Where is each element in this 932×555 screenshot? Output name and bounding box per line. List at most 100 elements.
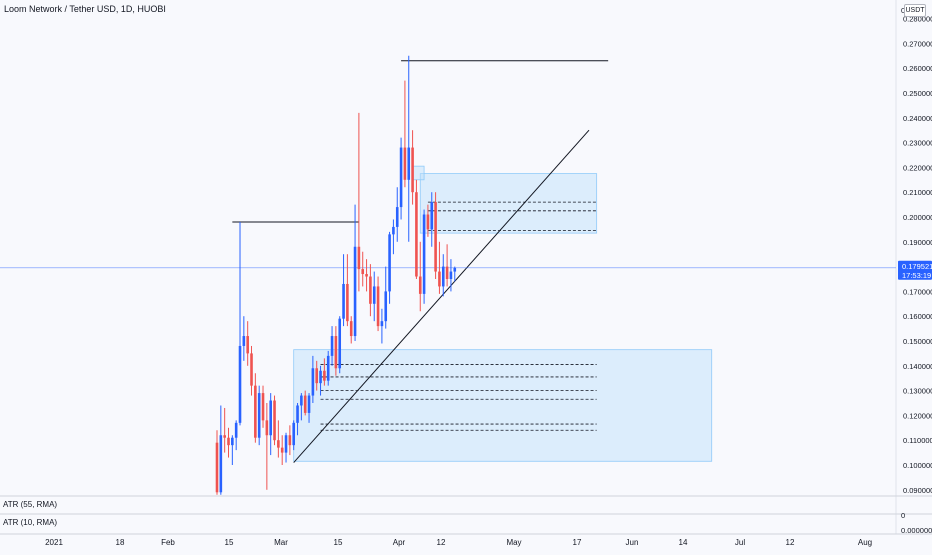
currency-unit-button[interactable]: USDT xyxy=(904,4,926,17)
candle-body xyxy=(418,276,422,294)
candle xyxy=(418,241,422,312)
candle-body xyxy=(280,447,284,453)
time-axis-label: 14 xyxy=(679,538,688,547)
time-axis-label: 12 xyxy=(786,538,795,547)
candle-body xyxy=(265,420,269,436)
candle-body xyxy=(422,214,426,294)
zone-box xyxy=(293,349,713,462)
candle-body xyxy=(376,286,380,327)
candle-body xyxy=(438,271,441,287)
candle xyxy=(346,254,349,327)
candle xyxy=(219,405,223,495)
candle xyxy=(415,179,418,279)
candle xyxy=(223,407,226,453)
indicator-axis-label: 0 xyxy=(901,511,905,520)
time-axis-label: 17 xyxy=(573,538,582,547)
candle xyxy=(246,321,249,366)
candle-body xyxy=(315,368,319,384)
candle xyxy=(273,395,276,446)
candle xyxy=(296,403,299,436)
time-axis-label: May xyxy=(506,538,521,547)
time-axis-label: Apr xyxy=(393,538,406,547)
candle xyxy=(277,420,280,458)
indicator-atr-55-label[interactable]: ATR (55, RMA) xyxy=(3,500,58,509)
candle-body xyxy=(449,271,453,279)
candle xyxy=(449,259,453,292)
indicator-atr-10-label[interactable]: ATR (10, RMA) xyxy=(3,518,58,527)
price-axis-label: 0.170000 xyxy=(903,287,932,296)
candle-body xyxy=(426,214,430,230)
time-axis-label: 15 xyxy=(334,538,343,547)
time-axis-label: 2021 xyxy=(45,538,63,547)
candle xyxy=(349,316,353,344)
candle-body xyxy=(338,318,342,369)
zone-box xyxy=(412,165,425,181)
candle xyxy=(434,192,437,279)
price-axis-label: 0.230000 xyxy=(903,139,932,148)
candle-body xyxy=(353,246,357,337)
candle xyxy=(369,264,372,317)
candle-body xyxy=(365,274,368,277)
time-axis-label: Jun xyxy=(626,538,639,547)
candle-body xyxy=(395,207,399,227)
candle xyxy=(384,266,388,329)
price-axis-label: 0.210000 xyxy=(903,188,932,197)
candle-body xyxy=(399,147,403,208)
candle xyxy=(215,430,219,495)
candle xyxy=(407,55,411,242)
candle xyxy=(231,435,234,465)
price-axis-label: 0.140000 xyxy=(903,362,932,371)
candle-body xyxy=(407,147,411,180)
candle xyxy=(284,432,288,463)
candle-body xyxy=(300,395,303,406)
candle xyxy=(445,244,449,287)
candle-body xyxy=(445,266,449,279)
time-axis-label: 15 xyxy=(225,538,234,547)
candle-body xyxy=(392,226,395,235)
candle xyxy=(307,393,311,423)
price-axis-label: 0.200000 xyxy=(903,213,932,222)
candle-body xyxy=(361,269,365,275)
price-axis-label: 0.260000 xyxy=(903,64,932,73)
candle xyxy=(376,276,380,332)
candle xyxy=(330,326,334,366)
time-axis-label: 18 xyxy=(116,538,125,547)
candle xyxy=(292,420,295,451)
candle-body xyxy=(234,422,238,438)
candle xyxy=(361,251,365,287)
indicator-axis-label: 0.000000 xyxy=(901,526,932,535)
price-axis-label: 0.220000 xyxy=(903,163,932,172)
candle-body xyxy=(284,435,288,453)
time-axis-label: 12 xyxy=(437,538,446,547)
candle-body xyxy=(384,291,388,322)
price-axis-label: 0.090000 xyxy=(903,486,932,495)
candle-body xyxy=(349,321,353,337)
zone-box xyxy=(419,173,598,234)
candle xyxy=(453,266,457,282)
candle-body xyxy=(441,266,445,287)
candle xyxy=(323,358,326,386)
candle-body xyxy=(372,286,376,304)
candle-body xyxy=(430,202,434,230)
candle-body xyxy=(219,435,223,493)
candle-body xyxy=(288,435,292,446)
candle xyxy=(380,308,384,344)
candle xyxy=(319,365,322,396)
candle-body xyxy=(257,393,261,438)
price-axis-label: 0.120000 xyxy=(903,411,932,420)
candle-body xyxy=(415,192,418,277)
candle xyxy=(257,385,261,446)
candle xyxy=(403,80,407,188)
last-price-badge xyxy=(898,260,932,280)
candle-body xyxy=(307,395,311,413)
candle xyxy=(280,435,284,465)
candle-body xyxy=(231,437,234,446)
candle-body xyxy=(411,147,414,193)
candle-body xyxy=(434,202,437,272)
candle-body xyxy=(323,370,326,381)
candle xyxy=(227,427,230,458)
candle-body xyxy=(357,246,361,270)
candle-body xyxy=(453,267,457,272)
